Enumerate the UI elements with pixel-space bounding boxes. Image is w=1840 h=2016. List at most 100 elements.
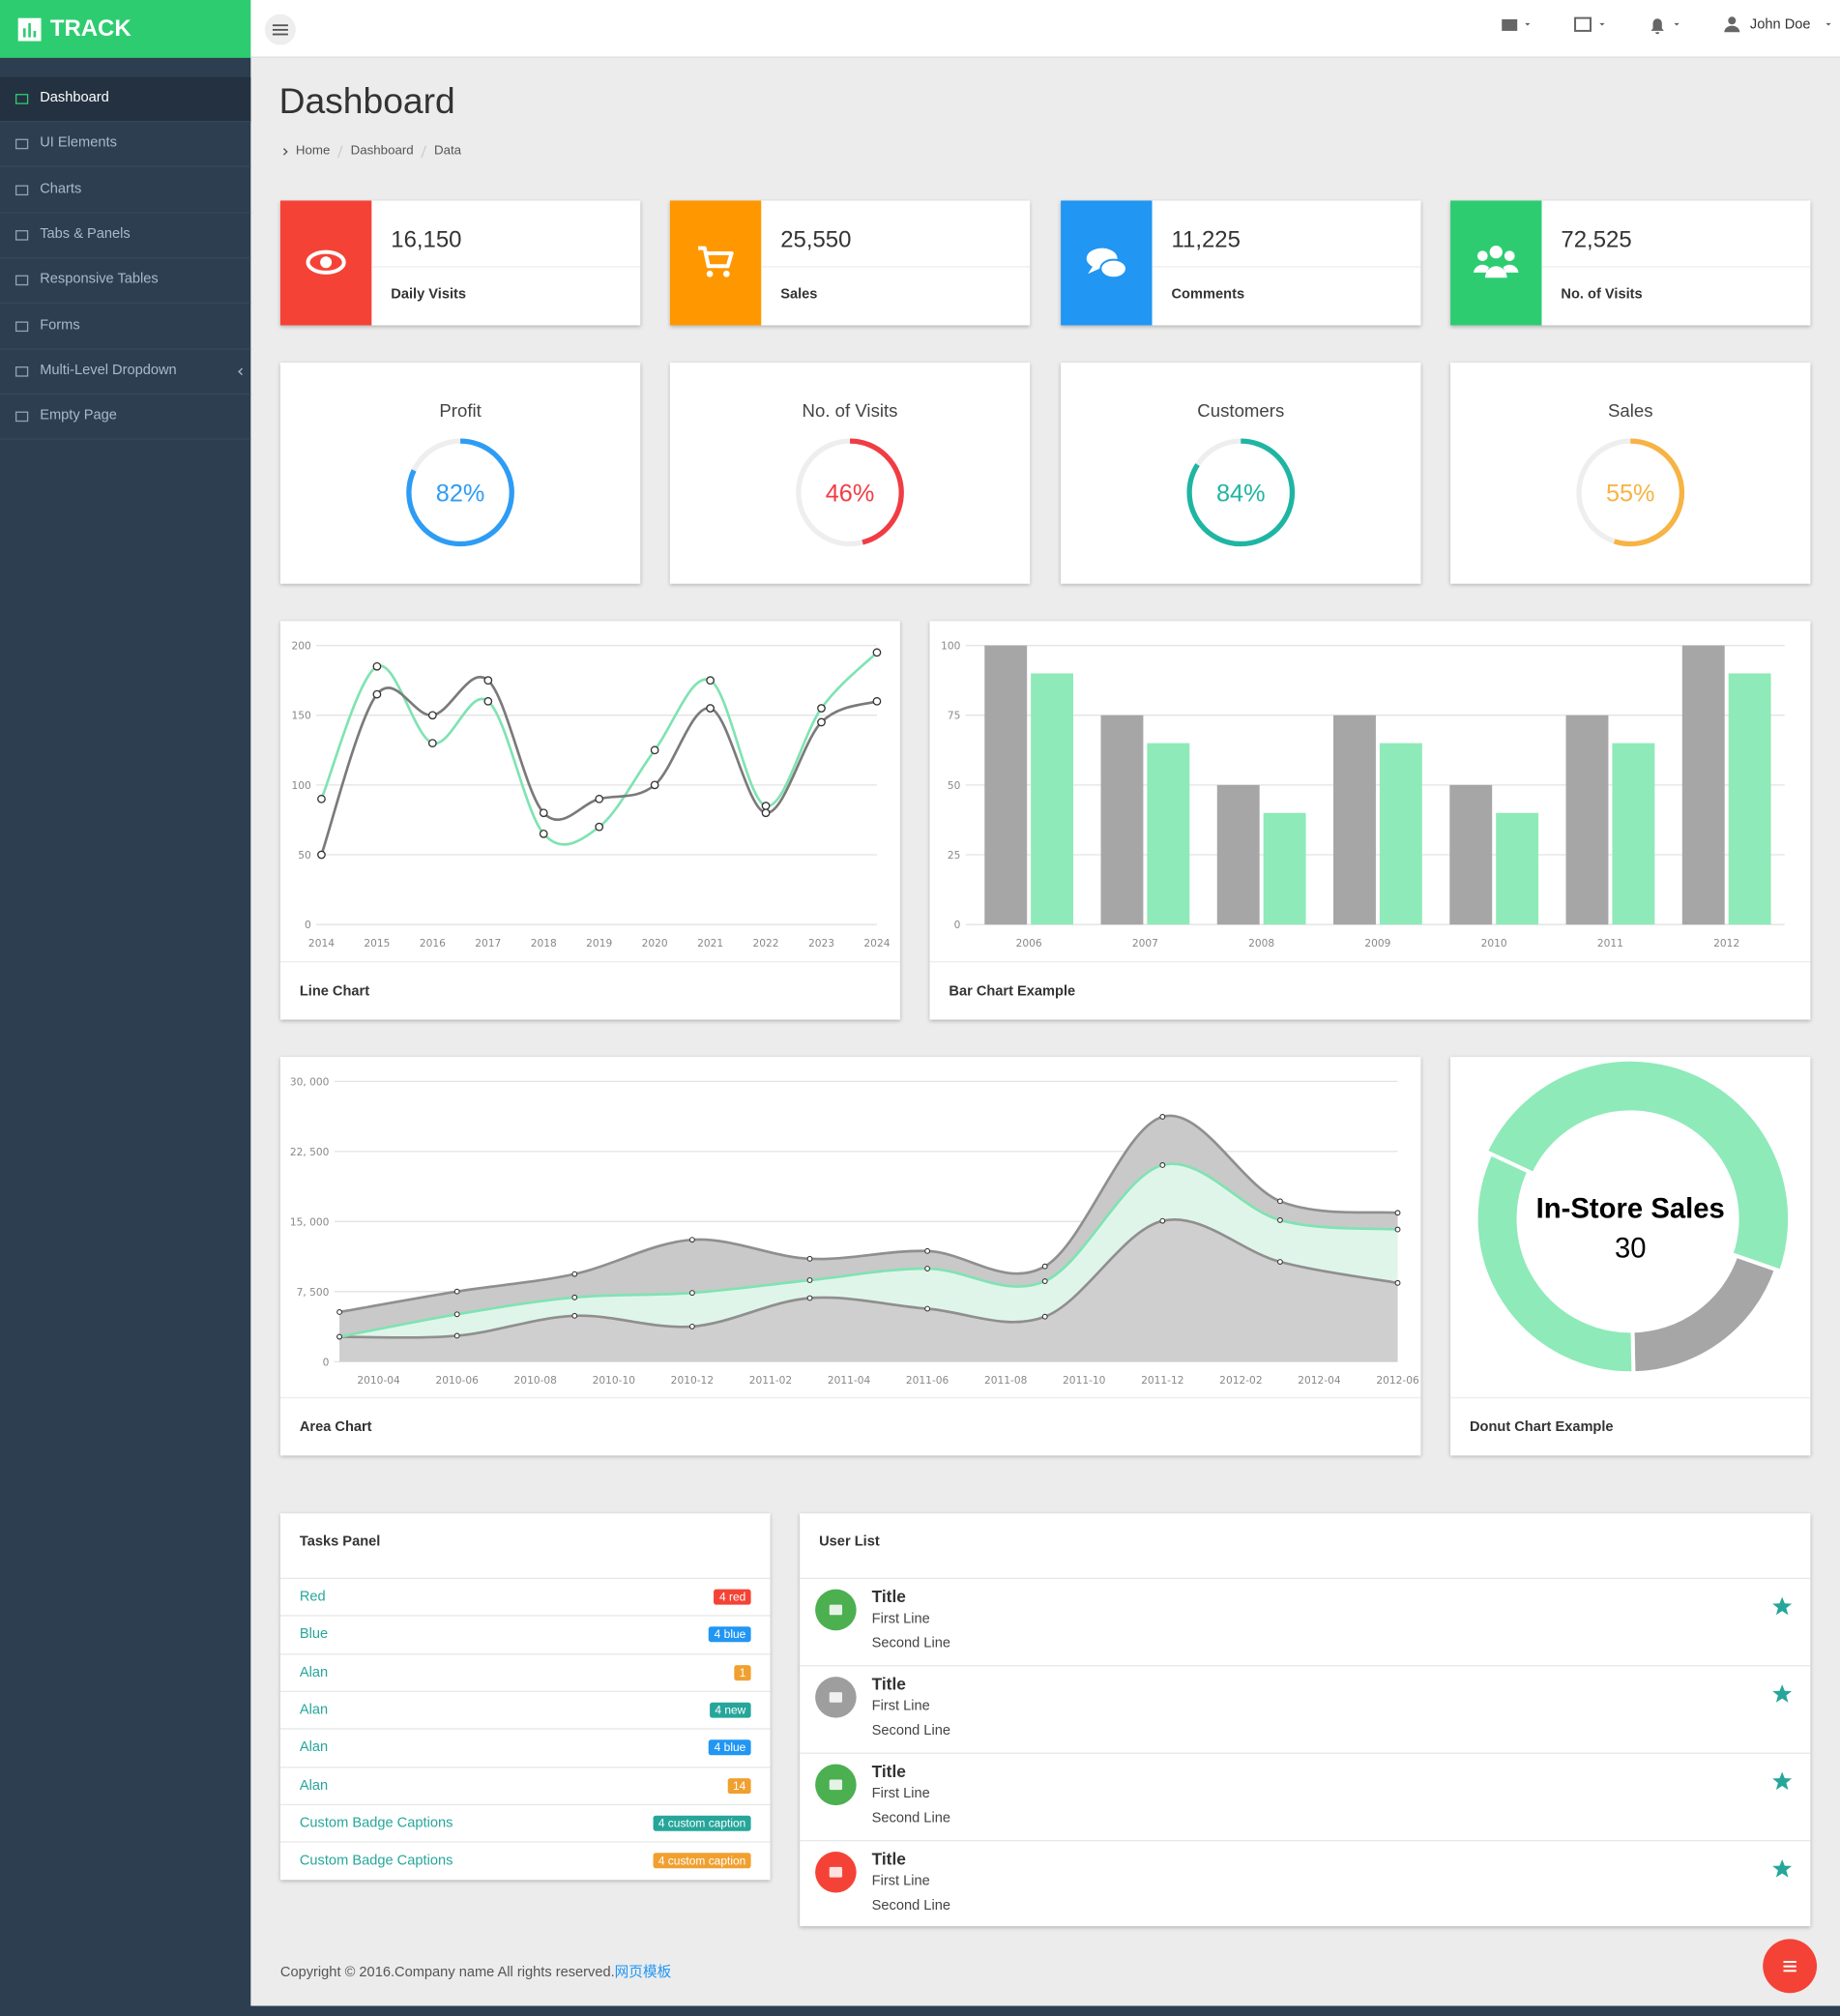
x-tick-label: 2007 xyxy=(1132,937,1158,950)
tasks-icon[interactable] xyxy=(1574,16,1592,32)
star[interactable] xyxy=(1772,1683,1793,1704)
x-tick-label: 2018 xyxy=(531,937,557,950)
user-icon[interactable] xyxy=(1728,16,1737,25)
user-list: User List Title First Line Second Line Title… xyxy=(800,1513,1811,1927)
menu-label: Tabs & Panels xyxy=(40,225,131,242)
task-badge: 14 xyxy=(727,1777,751,1794)
menu-label: Charts xyxy=(40,180,82,196)
point xyxy=(806,1255,813,1262)
task-badge: 4 custom caption xyxy=(653,1853,751,1869)
user-item[interactable]: Title First Line Second Line xyxy=(800,1752,1811,1840)
point xyxy=(1277,1217,1283,1223)
chart-card: 0 25 50 75 100 2006 2007 2008 2009 2010 2011 2012 Ba… xyxy=(929,621,1811,1020)
crumb-chevron xyxy=(280,148,288,156)
task-label: Custom Badge Captions xyxy=(299,1815,453,1831)
point xyxy=(806,1277,813,1283)
fab[interactable] xyxy=(1761,1937,1820,1996)
line xyxy=(338,1162,1398,1338)
point xyxy=(336,1309,343,1315)
point xyxy=(1277,1259,1283,1265)
user-body xyxy=(1473,264,1519,273)
menu-item[interactable]: Forms xyxy=(0,305,251,350)
task-row[interactable]: Alan 4 new xyxy=(279,1690,771,1729)
menu-item[interactable]: Tabs & Panels xyxy=(0,214,251,259)
point xyxy=(706,676,715,686)
user-head xyxy=(1489,245,1503,259)
menu-item[interactable]: Multi-Level Dropdown xyxy=(0,349,251,394)
x-tick-label: 2011-12 xyxy=(1141,1374,1183,1387)
menu-item[interactable]: Dashboard xyxy=(0,76,251,123)
user-name[interactable]: John Doe xyxy=(1749,16,1811,33)
user-head xyxy=(1504,250,1515,261)
point xyxy=(806,1295,813,1301)
gauge-title: Sales xyxy=(1608,400,1653,421)
menu-icon xyxy=(15,365,29,377)
donut-segment xyxy=(1474,1151,1636,1376)
user-item[interactable]: Title First Line Second Line xyxy=(800,1665,1811,1752)
brand-icon xyxy=(17,17,42,42)
x-tick-label: 2011 xyxy=(1597,937,1623,950)
task-row[interactable]: Custom Badge Captions 4 custom caption xyxy=(279,1803,771,1841)
y-tick-label: 50 xyxy=(948,779,961,792)
mail-icon[interactable] xyxy=(1502,18,1518,31)
crumb[interactable]: Dashboard xyxy=(350,143,414,159)
star[interactable] xyxy=(1772,1770,1793,1791)
menu-icon xyxy=(15,411,29,423)
x-tick-label: 2016 xyxy=(420,937,446,950)
menu-item[interactable]: Empty Page xyxy=(0,394,251,440)
point xyxy=(650,745,659,755)
user-line: First Line xyxy=(871,1698,930,1714)
star[interactable] xyxy=(1772,1595,1793,1616)
footer-link[interactable]: 网页模板 xyxy=(614,1964,672,1980)
user-line: First Line xyxy=(871,1873,930,1889)
task-row[interactable]: Custom Badge Captions 4 custom caption xyxy=(279,1841,771,1879)
point xyxy=(1041,1263,1048,1270)
task-label: Blue xyxy=(299,1626,329,1643)
x-tick-label: 2017 xyxy=(475,937,501,950)
task-row[interactable]: Alan 1 xyxy=(279,1652,771,1691)
point xyxy=(317,794,326,803)
line xyxy=(320,676,878,856)
point xyxy=(372,661,382,671)
brand-icon-bar xyxy=(33,30,37,38)
menu-item[interactable]: UI Elements xyxy=(0,123,251,168)
task-row[interactable]: Red 4 red xyxy=(279,1577,771,1616)
point xyxy=(483,696,493,706)
user-item[interactable]: Title First Line Second Line xyxy=(800,1577,1811,1665)
task-row[interactable]: Blue 4 blue xyxy=(279,1615,771,1653)
task-label: Custom Badge Captions xyxy=(299,1853,453,1869)
bottom-strip xyxy=(0,2005,1840,2016)
menu: Dashboard UI Elements Charts Tabs & Panels R… xyxy=(0,76,251,451)
user-avatar xyxy=(815,1764,857,1806)
x-tick-label: 2021 xyxy=(697,937,723,950)
stat-divider xyxy=(1152,266,1421,268)
y-tick-label: 50 xyxy=(298,849,311,862)
task-row[interactable]: Alan 14 xyxy=(279,1766,771,1804)
user-item[interactable]: Title First Line Second Line xyxy=(800,1840,1811,1927)
point xyxy=(688,1323,695,1329)
bell-icon[interactable] xyxy=(1650,18,1664,35)
point xyxy=(1394,1210,1401,1216)
y-tick-label: 7, 500 xyxy=(297,1286,330,1299)
task-row[interactable]: Alan 4 blue xyxy=(279,1728,771,1767)
user-avatar xyxy=(815,1677,857,1718)
top-icons xyxy=(264,14,1831,45)
menu-label: Empty Page xyxy=(40,407,117,424)
point xyxy=(372,689,382,699)
y-tick-label: 30, 000 xyxy=(290,1075,330,1088)
avatar-glyph xyxy=(829,1692,843,1703)
crumb[interactable]: Home xyxy=(295,143,331,159)
y-tick-label: 200 xyxy=(292,640,312,653)
star[interactable] xyxy=(1772,1858,1793,1879)
chart-title: Area Chart xyxy=(300,1419,372,1435)
brand-bar[interactable]: TRACK xyxy=(0,0,251,58)
menu-item[interactable]: Responsive Tables xyxy=(0,259,251,305)
bar xyxy=(1100,715,1144,925)
menu-item[interactable]: Charts xyxy=(0,168,251,214)
point xyxy=(1041,1313,1048,1320)
eye-icon xyxy=(306,249,346,275)
task-badge: 4 custom caption xyxy=(653,1815,751,1831)
point xyxy=(1394,1226,1401,1233)
task-badge: 4 blue xyxy=(709,1626,751,1643)
y-tick-label: 150 xyxy=(292,710,312,722)
